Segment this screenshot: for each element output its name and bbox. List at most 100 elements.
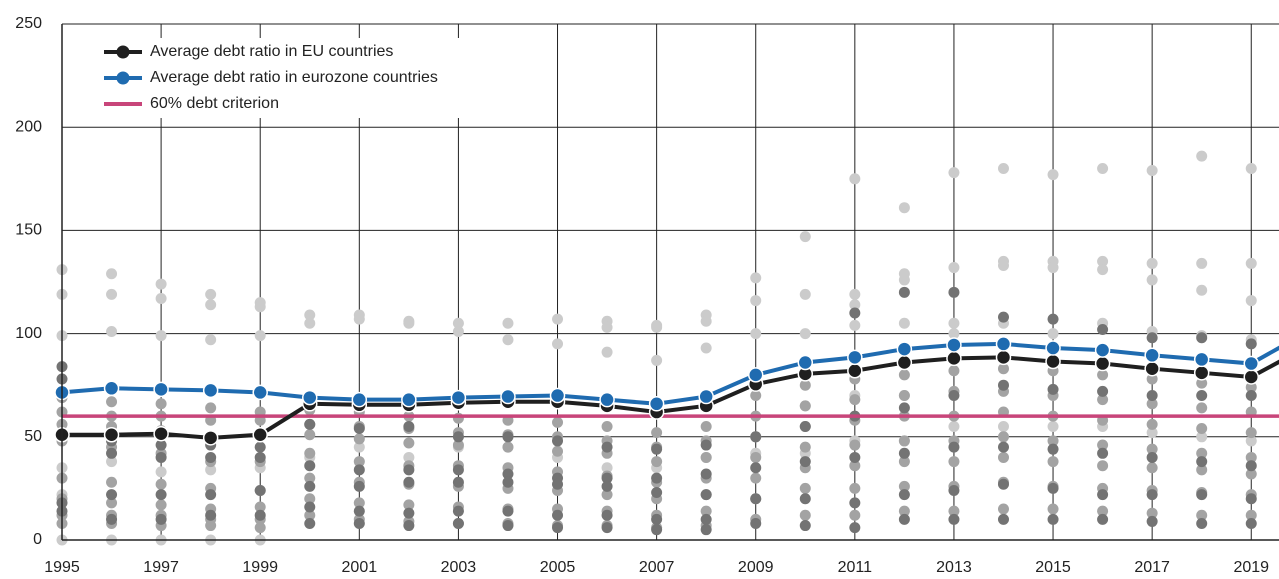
country-dot (750, 328, 762, 340)
country-dot (502, 441, 514, 453)
series-marker (153, 381, 169, 398)
country-dot (997, 162, 1009, 174)
country-dot (1245, 517, 1257, 529)
country-dot (700, 420, 712, 432)
series-marker (599, 391, 615, 408)
country-dot (948, 167, 960, 179)
country-dot (1245, 427, 1257, 439)
country-dot (353, 441, 365, 453)
country-dot (651, 427, 663, 439)
country-dot (601, 346, 613, 358)
country-dot (552, 435, 564, 447)
country-dot (106, 497, 118, 509)
country-dot (205, 299, 217, 311)
series-marker (1144, 347, 1160, 364)
country-dot (700, 489, 712, 501)
country-dot (997, 379, 1009, 391)
country-dot (997, 441, 1009, 453)
country-dot (106, 326, 118, 338)
country-dot (849, 319, 861, 331)
country-dot (1047, 456, 1059, 468)
country-dot (849, 307, 861, 319)
series-marker (103, 380, 120, 397)
country-dot (1047, 262, 1059, 274)
legend-label: Average debt ratio in EU countries (150, 43, 393, 60)
country-dot (1047, 503, 1059, 515)
country-dot (1196, 423, 1208, 435)
country-dot (700, 513, 712, 525)
series-marker (103, 426, 120, 443)
country-dot (1047, 328, 1059, 340)
y-tick-label: 250 (15, 15, 42, 32)
country-dot (849, 497, 861, 509)
country-dot (254, 441, 266, 453)
country-dot (254, 330, 266, 342)
country-dot (898, 286, 910, 298)
country-dot (254, 301, 266, 313)
country-dot (205, 464, 217, 476)
country-dot (898, 489, 910, 501)
country-dot (799, 231, 811, 243)
country-dot (1146, 427, 1158, 439)
country-dot (502, 431, 514, 443)
series-marker (896, 354, 913, 371)
country-dot (799, 328, 811, 340)
series-marker (450, 389, 467, 406)
country-dot (1097, 505, 1109, 517)
country-dot (155, 499, 167, 511)
country-dot (948, 420, 960, 432)
country-dot (997, 311, 1009, 323)
country-dot (1146, 165, 1158, 177)
x-tick-label: 2003 (441, 559, 477, 576)
country-dot (353, 517, 365, 529)
country-dot (651, 524, 663, 536)
country-dot (849, 288, 861, 300)
country-dot (799, 456, 811, 468)
series-marker (1094, 355, 1111, 372)
country-dot (1196, 431, 1208, 443)
x-tick-label: 2013 (936, 559, 972, 576)
country-dot (1146, 451, 1158, 463)
country-dot (1097, 447, 1109, 459)
country-dot (205, 520, 217, 532)
country-dot (997, 503, 1009, 515)
country-dot (1196, 390, 1208, 402)
country-dot (1196, 517, 1208, 529)
country-dot (205, 288, 217, 300)
series-marker (401, 391, 417, 408)
country-dot (700, 468, 712, 480)
country-dot (1047, 513, 1059, 525)
country-dot (1196, 509, 1208, 521)
country-dot (799, 482, 811, 494)
country-dot (700, 524, 712, 536)
country-dot (948, 365, 960, 377)
country-dot (1245, 381, 1257, 393)
country-dot (948, 262, 960, 274)
legend-marker (116, 45, 130, 59)
country-dot (1146, 332, 1158, 344)
country-dot (799, 379, 811, 391)
country-dot (948, 317, 960, 329)
country-dot (205, 451, 217, 463)
country-dot (452, 476, 464, 488)
country-dot (849, 299, 861, 311)
country-dot (1245, 460, 1257, 472)
country-dot (1047, 443, 1059, 455)
country-dot (1245, 162, 1257, 174)
country-dot (452, 439, 464, 451)
country-dot (750, 493, 762, 505)
country-dot (898, 513, 910, 525)
country-dot (106, 489, 118, 501)
country-dot (304, 509, 316, 521)
country-dot (205, 489, 217, 501)
series-marker (1193, 365, 1210, 381)
country-dot (849, 394, 861, 406)
country-dot (205, 334, 217, 346)
x-tick-label: 2005 (540, 559, 576, 576)
country-dot (799, 441, 811, 453)
country-dot (1196, 464, 1208, 476)
country-dot (601, 420, 613, 432)
legend: Average debt ratio in EU countries Averag… (96, 38, 536, 118)
country-dot (254, 522, 266, 534)
country-dot (403, 520, 415, 532)
